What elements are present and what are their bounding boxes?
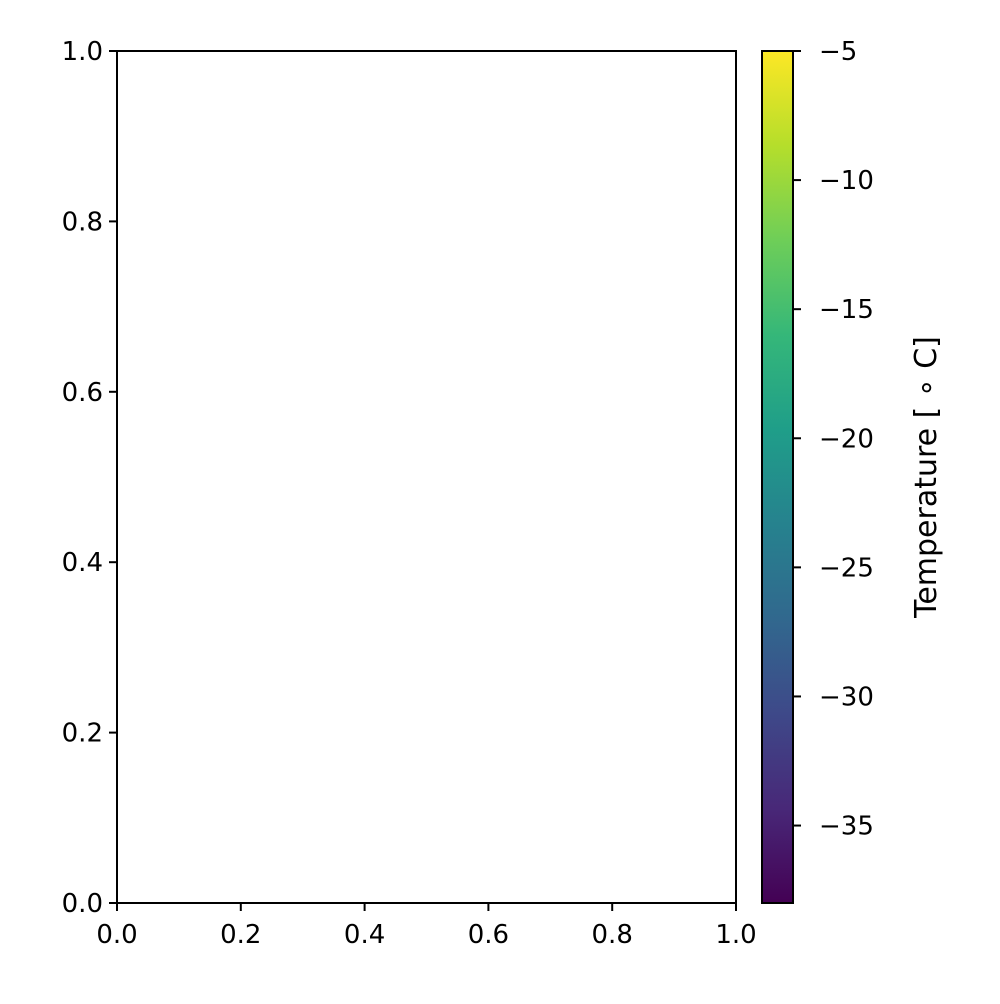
x-tick-label: 0.2 [220,920,261,950]
x-tick-label: 0.4 [344,920,385,950]
colorbar-tick-label: −15 [819,295,874,325]
x-tick-label: 0.8 [592,920,633,950]
colorbar-label: Temperature [ ∘ C] [909,336,944,619]
x-tick-label: 0.0 [96,920,137,950]
colorbar [762,51,793,903]
y-tick-label: 0.0 [62,889,103,919]
colorbar-tick-label: −25 [819,553,874,583]
plot-frame [116,50,737,904]
colorbar-tick-label: −30 [819,682,874,712]
y-axis-ticks: 0.0 0.2 0.4 0.6 0.8 1.0 [62,37,117,919]
colorbar-ticks: −35 −30 −25 −20 −15 −10 −5 [793,37,874,842]
plot-area [117,51,736,903]
y-tick-label: 0.4 [62,548,103,578]
y-tick-label: 0.6 [62,378,103,408]
colorbar-tick-label: −35 [819,812,874,842]
y-tick-label: 1.0 [62,37,103,67]
y-tick-label: 0.8 [62,207,103,237]
x-tick-label: 1.0 [715,920,756,950]
colorbar-tick-label: −20 [819,424,874,454]
colorbar-tick-label: −5 [819,37,857,67]
x-tick-label: 0.6 [468,920,509,950]
colorbar-tick-label: −10 [819,166,874,196]
x-axis-ticks: 0.0 0.2 0.4 0.6 0.8 1.0 [96,903,757,950]
y-tick-label: 0.2 [62,719,103,749]
colorbar-frame [761,50,794,904]
